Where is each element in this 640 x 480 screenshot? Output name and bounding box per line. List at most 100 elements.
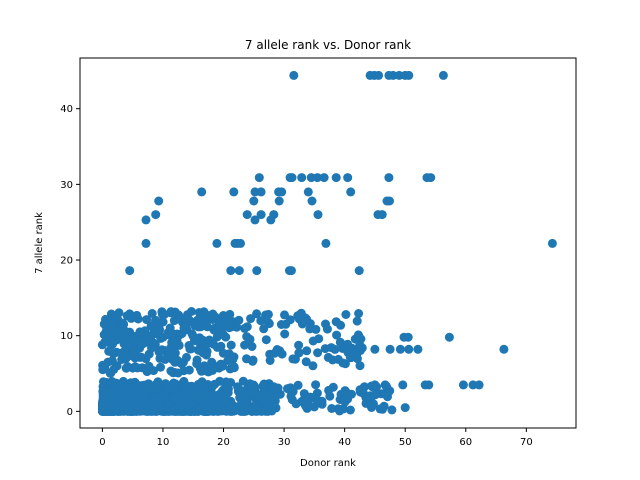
data-point [238,376,248,386]
data-point [221,332,231,342]
data-point [340,397,350,407]
data-point [280,329,290,339]
data-point [303,187,313,197]
data-point [256,316,266,326]
data-point [132,406,141,416]
data-point [125,266,135,276]
data-point [236,238,245,248]
data-point [321,238,331,248]
data-point [176,359,186,369]
data-point [203,406,213,416]
data-point [188,390,198,400]
data-point [263,318,273,327]
data-point [186,344,196,354]
data-point [294,340,304,350]
data-point [354,266,364,276]
data-point [147,309,157,318]
data-point [398,380,408,390]
data-point [151,210,161,220]
data-point [199,361,209,371]
data-point [352,316,362,326]
data-point [269,210,279,220]
data-point [424,380,434,390]
data-point [223,379,233,388]
data-point [426,173,436,183]
x-tick-label: 30 [278,437,291,448]
data-point [170,348,180,358]
data-point [374,70,384,80]
data-point [188,331,198,341]
data-point [345,352,355,362]
plot-frame [79,57,577,429]
data-point [216,341,226,351]
y-axis-ticks: 0 10 20 30 40 [60,104,80,418]
data-point [117,355,127,364]
data-point [378,404,387,414]
data-point [252,266,262,276]
chart-title: 7 allele rank vs. Donor rank [245,38,411,52]
data-point [328,355,338,365]
data-point [322,324,332,334]
data-point [135,327,145,337]
data-point [252,309,262,319]
data-point [98,398,107,408]
data-point [156,362,165,372]
data-point [343,339,353,349]
data-point [149,405,159,415]
data-point [226,266,236,276]
data-point [142,315,152,325]
data-point [133,381,143,390]
data-point [97,340,107,350]
data-point [346,187,356,197]
data-point [474,380,484,390]
data-point [113,388,123,398]
data-point [277,187,287,197]
data-point [256,187,266,197]
data-point [319,173,329,183]
data-point [254,173,264,183]
data-point [403,332,413,342]
x-tick-label: 60 [459,437,472,448]
data-point [289,70,299,80]
data-point [107,356,117,366]
data-point [168,329,178,339]
data-point [98,365,108,375]
data-point [307,196,317,206]
data-point [380,389,390,399]
data-point [387,405,397,415]
data-point [271,347,281,357]
data-point [208,363,218,372]
y-tick-label: 0 [67,407,73,418]
data-point [308,361,318,371]
data-point [106,393,116,403]
data-point [116,328,126,338]
data-point [268,393,278,403]
data-point [283,384,292,394]
data-point [293,380,303,390]
data-point [182,381,192,391]
data-point [183,406,193,416]
data-point [370,380,380,390]
data-point [341,310,351,319]
data-point [340,386,350,396]
data-point [355,361,365,371]
data-point [170,403,180,413]
data-point [152,329,162,339]
data-point [301,357,311,367]
data-point [302,346,312,356]
data-point [218,348,228,358]
data-point [246,314,256,324]
data-point [286,391,296,401]
data-point [172,336,182,346]
data-point [181,314,190,324]
y-tick-label: 40 [60,104,73,115]
data-point [204,311,214,321]
data-point [141,238,151,248]
data-points [97,70,557,416]
data-point [404,344,414,354]
x-tick-label: 10 [157,437,170,448]
data-point [229,187,239,197]
data-point [147,343,156,353]
data-point [305,324,315,334]
